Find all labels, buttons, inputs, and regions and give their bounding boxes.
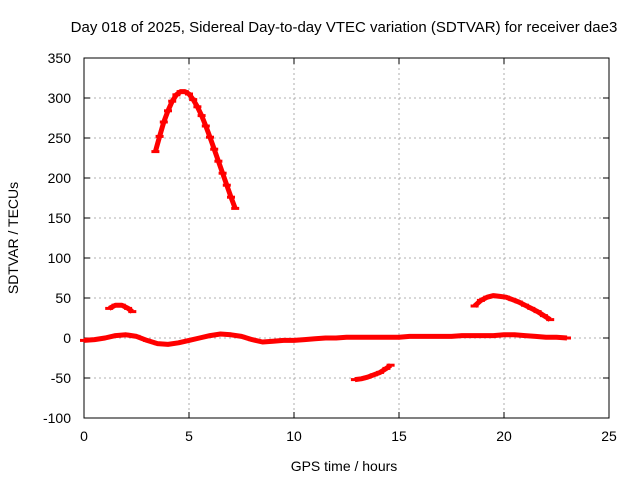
y-axis-title: SDTVAR / TECUs — [5, 182, 21, 294]
chart-title: Day 018 of 2025, Sidereal Day-to-day VTE… — [71, 19, 618, 36]
y-tick-label: -50 — [51, 370, 71, 386]
x-tick-label: 25 — [601, 428, 617, 444]
x-tick-label: 0 — [80, 428, 88, 444]
series-line — [152, 89, 238, 210]
y-tick-label: 350 — [48, 50, 72, 66]
series-arc-2 — [151, 89, 240, 210]
y-tick-label: 50 — [55, 290, 71, 306]
series-arc-3 — [350, 363, 395, 383]
x-tick-label: 5 — [185, 428, 193, 444]
ticks-layer: 0 5 10 15 20 25 -100 -50 0 50 100 150 200 250 300 350 — [43, 50, 617, 444]
y-tick-label: 150 — [48, 210, 72, 226]
y-tick-label: 200 — [48, 170, 72, 186]
series-layer — [80, 89, 571, 383]
series-baseline — [80, 331, 571, 347]
x-tick-label: 10 — [286, 428, 302, 444]
y-tick-label: 250 — [48, 130, 72, 146]
series-arc-1 — [105, 302, 137, 314]
x-axis-title: GPS time / hours — [291, 458, 398, 474]
y-tick-label: 0 — [63, 330, 71, 346]
grid-layer — [84, 58, 609, 418]
y-tick-label: -100 — [43, 410, 71, 426]
x-tick-label: 15 — [391, 428, 407, 444]
y-tick-label: 100 — [48, 250, 72, 266]
x-tick-label: 20 — [496, 428, 512, 444]
series-arc-4 — [470, 293, 555, 322]
y-tick-label: 300 — [48, 90, 72, 106]
plot-frame — [83, 57, 610, 419]
